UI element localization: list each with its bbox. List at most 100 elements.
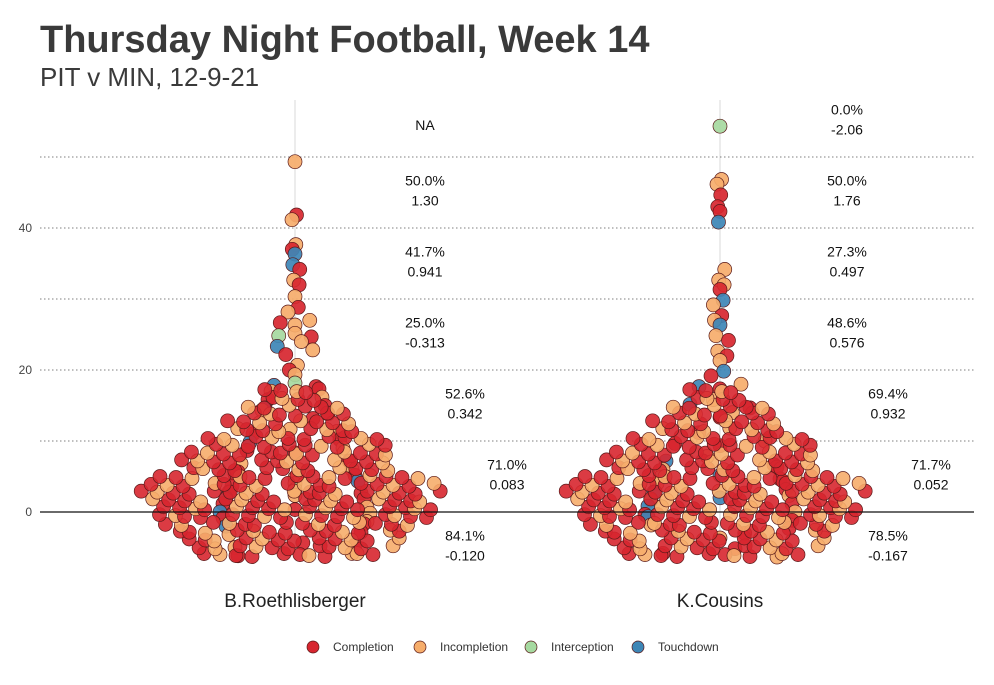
- data-point: [746, 470, 762, 485]
- data-point: [681, 439, 697, 455]
- data-point: [273, 445, 288, 461]
- bin-percentage: 78.5%: [868, 528, 908, 544]
- data-point: [240, 438, 256, 454]
- data-point: [645, 413, 660, 429]
- data-point: [193, 494, 209, 510]
- data-point: [691, 494, 707, 510]
- data-point: [168, 470, 184, 485]
- bin-epa: -0.120: [445, 548, 485, 564]
- data-point: [778, 445, 793, 461]
- bin-epa: -2.06: [831, 122, 863, 138]
- y-tick-label: 0: [25, 505, 32, 519]
- data-point: [666, 470, 682, 485]
- data-point: [593, 470, 609, 485]
- data-point: [764, 494, 780, 510]
- data-point: [298, 385, 314, 400]
- legend-label: Interception: [551, 640, 614, 654]
- data-point: [394, 470, 410, 485]
- data-point: [775, 502, 790, 518]
- data-point: [200, 445, 215, 461]
- data-point: [726, 548, 742, 563]
- bin-annotations: NA 50.0% 1.30 41.7% 0.941 25.0% -0.313 52.6% 0.3…: [405, 102, 951, 564]
- bin-percentage: 27.3%: [827, 244, 867, 260]
- data-point: [711, 214, 726, 230]
- data-point: [174, 452, 189, 468]
- data-point: [321, 470, 337, 485]
- data-point: [682, 382, 698, 397]
- data-point: [339, 494, 355, 510]
- legend-swatch: [524, 640, 538, 654]
- data-point: [329, 400, 345, 416]
- data-point: [665, 399, 681, 415]
- data-point: [329, 439, 345, 455]
- data-point: [738, 438, 754, 454]
- bin-percentage: NA: [415, 117, 435, 133]
- data-point: [702, 502, 717, 518]
- bin-percentage: 69.4%: [868, 386, 908, 402]
- data-point: [266, 494, 282, 510]
- bin-percentage: 48.6%: [827, 315, 867, 331]
- data-point: [301, 548, 317, 563]
- data-point: [681, 400, 697, 416]
- data-point: [206, 515, 221, 530]
- chart-subtitle: PIT v MIN, 12-9-21: [40, 62, 259, 92]
- bin-percentage: 50.0%: [405, 173, 445, 189]
- data-points: [133, 118, 873, 565]
- bin-percentage: 41.7%: [405, 244, 445, 260]
- bin-percentage: 71.0%: [487, 457, 527, 473]
- data-point: [302, 312, 318, 328]
- data-point: [641, 432, 657, 447]
- data-point: [261, 524, 277, 540]
- legend-label: Incompletion: [440, 640, 508, 654]
- data-point: [754, 400, 770, 416]
- data-point: [423, 502, 438, 518]
- data-point: [236, 414, 251, 430]
- data-point: [631, 515, 646, 530]
- bin-epa: 1.76: [833, 193, 860, 209]
- data-point: [793, 516, 808, 531]
- bin-percentage: 71.7%: [911, 457, 951, 473]
- data-point: [819, 470, 835, 485]
- bin-percentage: 84.1%: [445, 528, 485, 544]
- data-point: [703, 368, 719, 384]
- data-point: [350, 502, 365, 518]
- data-point: [712, 118, 728, 134]
- data-point: [697, 407, 712, 423]
- data-point: [721, 333, 736, 348]
- bin-percentage: 0.0%: [831, 102, 863, 118]
- bin-percentage: 25.0%: [405, 315, 445, 331]
- data-point: [152, 469, 168, 484]
- data-point: [716, 363, 732, 379]
- data-point: [197, 525, 213, 541]
- data-point: [216, 432, 232, 447]
- data-point: [599, 452, 614, 468]
- data-point: [296, 432, 312, 447]
- bin-percentage: 50.0%: [827, 173, 867, 189]
- data-point: [698, 445, 713, 461]
- data-point: [309, 414, 324, 430]
- bin-percentage: 52.6%: [445, 386, 485, 402]
- chart-title: Thursday Night Football, Week 14: [40, 19, 650, 61]
- data-point: [686, 524, 702, 540]
- data-point: [426, 475, 442, 491]
- data-point: [708, 328, 724, 344]
- axes: 0 20 40 B.Roethlisberger K.Cousins: [19, 221, 974, 612]
- data-point: [369, 432, 385, 447]
- data-point: [278, 347, 294, 362]
- data-point: [368, 516, 383, 531]
- data-point: [733, 376, 749, 392]
- legend-swatch: [631, 640, 645, 654]
- data-point: [706, 297, 721, 313]
- legend-swatch: [413, 640, 427, 654]
- data-point: [256, 439, 272, 455]
- x-category-label: K.Cousins: [677, 591, 764, 612]
- data-point: [257, 382, 273, 397]
- legend-label: Completion: [333, 640, 394, 654]
- data-point: [625, 431, 641, 446]
- data-point: [609, 444, 624, 460]
- data-point: [848, 502, 863, 518]
- data-point: [277, 502, 292, 518]
- data-point: [754, 439, 770, 455]
- data-point: [410, 471, 426, 486]
- data-point: [256, 400, 272, 416]
